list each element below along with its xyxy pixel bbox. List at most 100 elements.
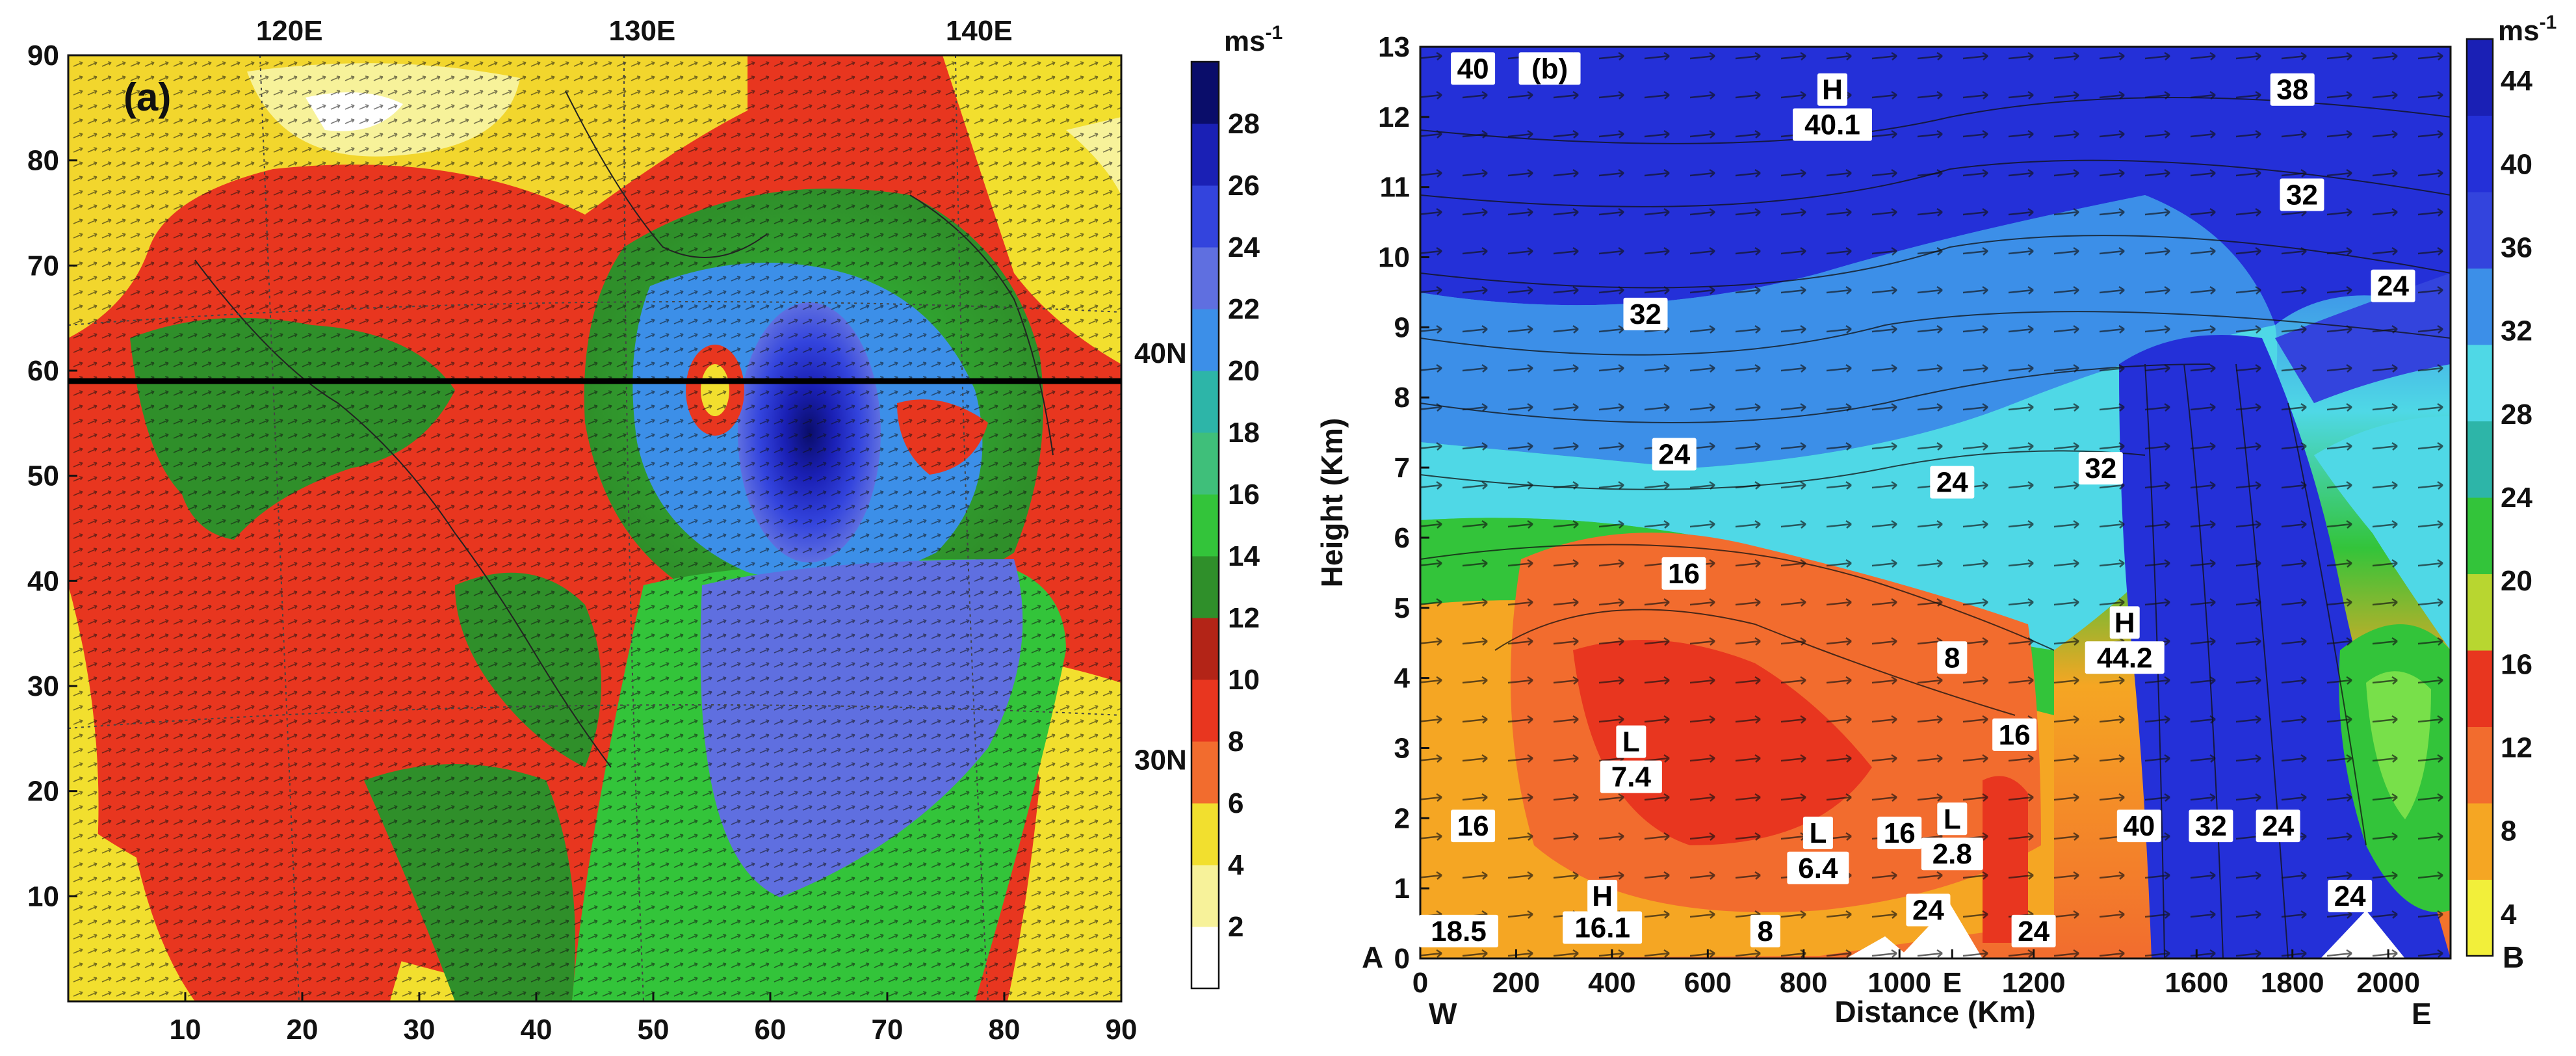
contour-annotation: 24 [1912,895,1944,927]
contour-annotation: 24 [2377,271,2409,302]
y-tick-label-a: 30 [27,670,59,702]
x-tick-label-b: 1800 [2261,967,2324,999]
contour-annotation: 44.2 [2097,642,2153,674]
annotation-box [2280,178,2324,211]
contour-annotation: 7.4 [1611,761,1652,793]
colorbar-b-swatch [2467,345,2493,421]
x-tick-label-a: 60 [755,1014,787,1046]
colorbar-b-swatch [2467,421,2493,498]
contour-annotation: 32 [2195,810,2227,842]
colorbar-a-swatch [1191,618,1219,680]
colorbar-a-label: 6 [1228,787,1243,819]
colorbar-b-unit: ms-1 [2498,12,2556,47]
annotation-box [1661,557,1706,590]
x-tick-label-e: E [1943,967,1962,999]
contour-annotation: 18.5 [1431,916,1487,947]
annotation-box [2011,914,2056,947]
x-tick-label-a: 70 [872,1014,904,1046]
colorbar-a-swatch [1191,371,1219,433]
colorbar-a-swatch [1191,62,1219,124]
colorbar-b-swatch [2467,726,2493,804]
y-tick-label-b: 4 [1394,663,1411,694]
annotation-box [1587,879,1618,912]
annotation-box [1787,851,1849,884]
x-tick-label-b: 400 [1588,967,1635,999]
contour-annotation: 16 [1999,719,2031,751]
corner-label-b: B [2503,940,2524,974]
y-tick-label-a: 80 [27,145,59,177]
x-tick-label-b: 1000 [1867,967,1931,999]
annotation-box [1600,760,1662,793]
contour-annotation: 16.1 [1574,912,1630,944]
y-tick-label-b: 9 [1394,311,1410,343]
colorbar-a-swatch [1191,680,1219,742]
colorbar-b-swatch [2467,268,2493,345]
colorbar-b-unit-exp: -1 [2540,12,2557,33]
annotation-box [1750,914,1780,947]
colorbar-a-label: 28 [1228,108,1260,140]
annotation-box [1921,838,1983,871]
contour-annotation: 32 [1630,298,1661,330]
colorbar-b-swatch [2467,192,2493,269]
colorbar-b-swatch [2467,650,2493,727]
contour-annotation: 8 [1758,916,1773,947]
panel-a-field [68,55,1121,1001]
contour-annotation: 16 [1457,810,1489,842]
annotation-box [1518,52,1581,85]
annotation-box [1877,816,1922,849]
contour-annotation: H [1592,880,1613,912]
contour-annotation: L [1944,803,1961,835]
annotation-box [2328,879,2373,912]
colorbar-a-label: 20 [1228,355,1260,387]
y-tick-label-a: 70 [27,250,59,282]
contour-annotation: 2.8 [1932,838,1972,870]
colorbar-a-unit-exp: -1 [1266,22,1283,44]
colorbar-b-label: 44 [2501,65,2532,97]
y-tick-label-b: 8 [1394,382,1410,414]
y-tick-label-b: 5 [1394,592,1410,624]
colorbar-b-swatch [2467,39,2493,116]
y-tick-label-b: 0 [1394,943,1410,975]
annotation-box [2078,452,2123,485]
colorbar-a-label: 4 [1228,849,1244,881]
colorbar-b-label: 16 [2501,648,2532,680]
colorbar-b-label: 8 [2501,815,2516,847]
panel-b-frame [1419,46,2452,960]
y-tick-label-b: 7 [1394,452,1410,484]
contour-annotation: 32 [2085,453,2116,484]
colorbar-a-swatch [1191,247,1219,310]
y-tick-label-b: 10 [1378,242,1410,274]
y-tick-label-b: 6 [1394,522,1410,554]
x-tick-label-a: 30 [404,1014,436,1046]
colorbar-a-swatch [1191,865,1219,927]
contour-annotation: 6.4 [1798,852,1838,884]
colorbar-b-label: 4 [2501,899,2517,931]
annotation-box [1802,816,1833,849]
contour-annotation: 24 [1658,439,1690,471]
colorbar-b-swatch [2467,115,2493,192]
y-tick-label-a: 10 [27,880,59,912]
contour-annotation: H [2114,607,2135,639]
colorbar-b-unit-base: ms [2498,15,2540,47]
colorbar-a-label: 24 [1228,231,1260,263]
annotation-box [1930,466,1975,499]
contour-annotation: L [1809,817,1827,849]
annotation-box [1906,893,1951,927]
colorbar-a-label: 12 [1228,602,1260,634]
colorbar-a-label: 22 [1228,293,1260,325]
annotation-box [2270,73,2315,106]
annotation-box [1623,297,1668,330]
panel-b-cross-section: 0 200 400 600 800 1000 E 1200 1600 1800 2000012345… [1315,12,2556,1031]
colorbar-a-swatch [1191,556,1219,618]
x-tick-label-b: 2000 [2356,967,2420,999]
x-tick-label-a: 40 [521,1014,553,1046]
x-axis-label: Distance (Km) [1834,995,2035,1029]
panel-b-field [1420,47,2451,958]
colorbar-b-swatch [2467,879,2493,957]
colorbar-b-label: 12 [2501,732,2532,764]
colorbar-a-label: 8 [1228,726,1243,758]
annotation-box [1793,108,1872,141]
colorbar-a-swatch [1191,124,1219,186]
colorbar-a-swatch [1191,803,1219,865]
